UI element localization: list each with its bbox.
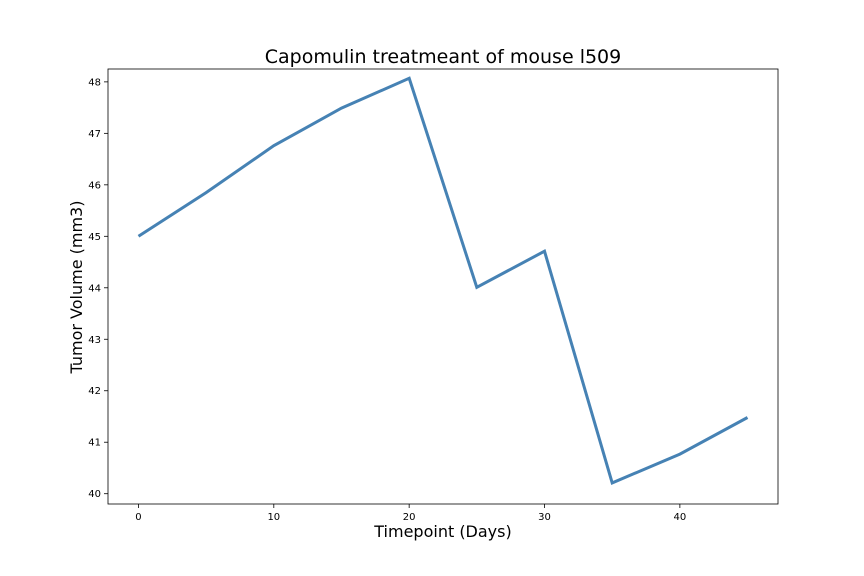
y-tick-label: 46	[88, 180, 101, 191]
data-point	[746, 416, 749, 419]
data-point	[340, 107, 343, 110]
y-tick-label: 45	[88, 232, 101, 243]
y-tick-label: 47	[88, 129, 101, 140]
y-tick-label: 44	[88, 283, 101, 294]
plot-frame	[107, 68, 779, 505]
x-axis-label: Timepoint (Days)	[373, 522, 511, 541]
data-point	[272, 144, 275, 147]
y-axis-label: Tumor Volume (mm3)	[67, 201, 86, 375]
data-point	[137, 235, 140, 238]
y-tick-label: 48	[88, 77, 101, 88]
data-point	[543, 250, 546, 253]
x-tick-label: 0	[135, 512, 141, 523]
plot-area: 0 10 20 30 40 40 41 42 43 44 45 46 47 48	[88, 68, 779, 523]
x-tick-label: 20	[403, 512, 416, 523]
data-point	[205, 191, 208, 194]
chart-title: Capomulin treatmeant of mouse l509	[265, 46, 621, 68]
x-tick-label: 30	[538, 512, 551, 523]
y-tick-label: 42	[88, 386, 101, 397]
data-point	[611, 481, 614, 484]
data-point	[475, 286, 478, 289]
y-tick-label: 40	[88, 489, 101, 500]
series-line	[137, 76, 749, 485]
data-point	[678, 453, 681, 456]
x-tick-label: 10	[267, 512, 280, 523]
x-tick-label: 40	[674, 512, 687, 523]
data-point	[408, 77, 411, 80]
y-tick-label: 41	[88, 438, 101, 449]
y-tick-label: 43	[88, 335, 101, 346]
